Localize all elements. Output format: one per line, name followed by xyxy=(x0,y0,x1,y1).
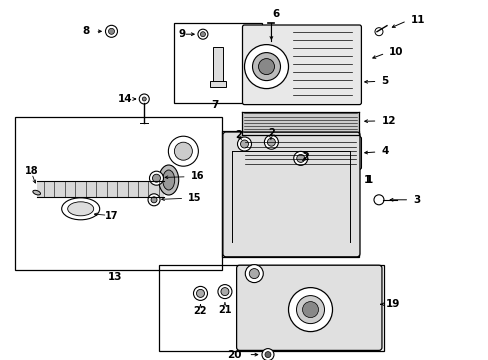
FancyBboxPatch shape xyxy=(223,132,359,257)
Circle shape xyxy=(296,154,304,162)
Text: 9: 9 xyxy=(178,29,185,39)
Circle shape xyxy=(142,97,146,101)
Circle shape xyxy=(198,29,207,39)
Circle shape xyxy=(200,32,205,37)
Text: 13: 13 xyxy=(107,272,122,282)
Circle shape xyxy=(262,348,273,360)
Circle shape xyxy=(267,138,275,146)
Bar xyxy=(222,131,359,257)
Circle shape xyxy=(237,137,251,151)
Ellipse shape xyxy=(33,190,41,195)
Circle shape xyxy=(296,296,324,324)
Text: 2: 2 xyxy=(235,130,242,140)
Text: 19: 19 xyxy=(386,299,400,309)
Circle shape xyxy=(264,135,278,149)
Text: 1: 1 xyxy=(364,175,371,185)
Polygon shape xyxy=(242,112,359,135)
Text: 6: 6 xyxy=(272,9,279,19)
Text: 20: 20 xyxy=(227,350,242,360)
Text: 16: 16 xyxy=(190,171,204,181)
Circle shape xyxy=(252,53,280,81)
Circle shape xyxy=(151,197,157,203)
FancyBboxPatch shape xyxy=(242,25,361,105)
Text: 2: 2 xyxy=(267,128,274,138)
Polygon shape xyxy=(37,181,163,197)
Circle shape xyxy=(152,174,160,182)
Text: 1: 1 xyxy=(365,175,372,185)
Circle shape xyxy=(288,288,332,332)
Circle shape xyxy=(218,285,231,298)
Circle shape xyxy=(196,289,204,297)
Ellipse shape xyxy=(159,165,178,195)
Circle shape xyxy=(244,45,288,89)
Ellipse shape xyxy=(67,202,94,216)
Circle shape xyxy=(373,195,383,205)
Circle shape xyxy=(374,28,382,36)
Bar xyxy=(173,23,261,103)
Text: 18: 18 xyxy=(24,166,38,176)
Text: 3: 3 xyxy=(412,195,420,205)
Ellipse shape xyxy=(249,269,259,279)
Circle shape xyxy=(293,152,307,165)
Bar xyxy=(15,117,222,270)
Circle shape xyxy=(193,287,207,300)
Circle shape xyxy=(258,59,274,75)
Text: 8: 8 xyxy=(82,26,89,36)
FancyBboxPatch shape xyxy=(240,136,361,170)
Text: 11: 11 xyxy=(410,15,425,25)
Text: 14: 14 xyxy=(117,94,132,104)
Ellipse shape xyxy=(163,170,174,190)
Circle shape xyxy=(105,25,117,37)
Circle shape xyxy=(221,288,228,296)
FancyBboxPatch shape xyxy=(236,265,381,350)
Text: 22: 22 xyxy=(193,306,207,316)
Text: 12: 12 xyxy=(381,116,395,126)
Circle shape xyxy=(148,194,160,206)
Text: 17: 17 xyxy=(105,211,119,221)
Circle shape xyxy=(108,28,114,34)
Text: 5: 5 xyxy=(381,76,388,86)
Circle shape xyxy=(240,140,248,148)
Circle shape xyxy=(174,142,192,160)
Text: 15: 15 xyxy=(188,193,202,203)
Text: 7: 7 xyxy=(211,100,219,111)
Bar xyxy=(159,265,383,351)
Text: 4: 4 xyxy=(381,146,388,156)
Circle shape xyxy=(264,352,270,357)
Ellipse shape xyxy=(245,265,263,283)
Text: 2: 2 xyxy=(302,152,308,162)
Ellipse shape xyxy=(61,198,100,220)
Circle shape xyxy=(302,302,318,318)
Text: 21: 21 xyxy=(218,305,231,315)
Text: 10: 10 xyxy=(388,47,403,57)
Bar xyxy=(209,81,225,87)
Circle shape xyxy=(168,136,198,166)
Circle shape xyxy=(139,94,149,104)
Bar xyxy=(212,47,222,83)
Circle shape xyxy=(149,171,163,185)
